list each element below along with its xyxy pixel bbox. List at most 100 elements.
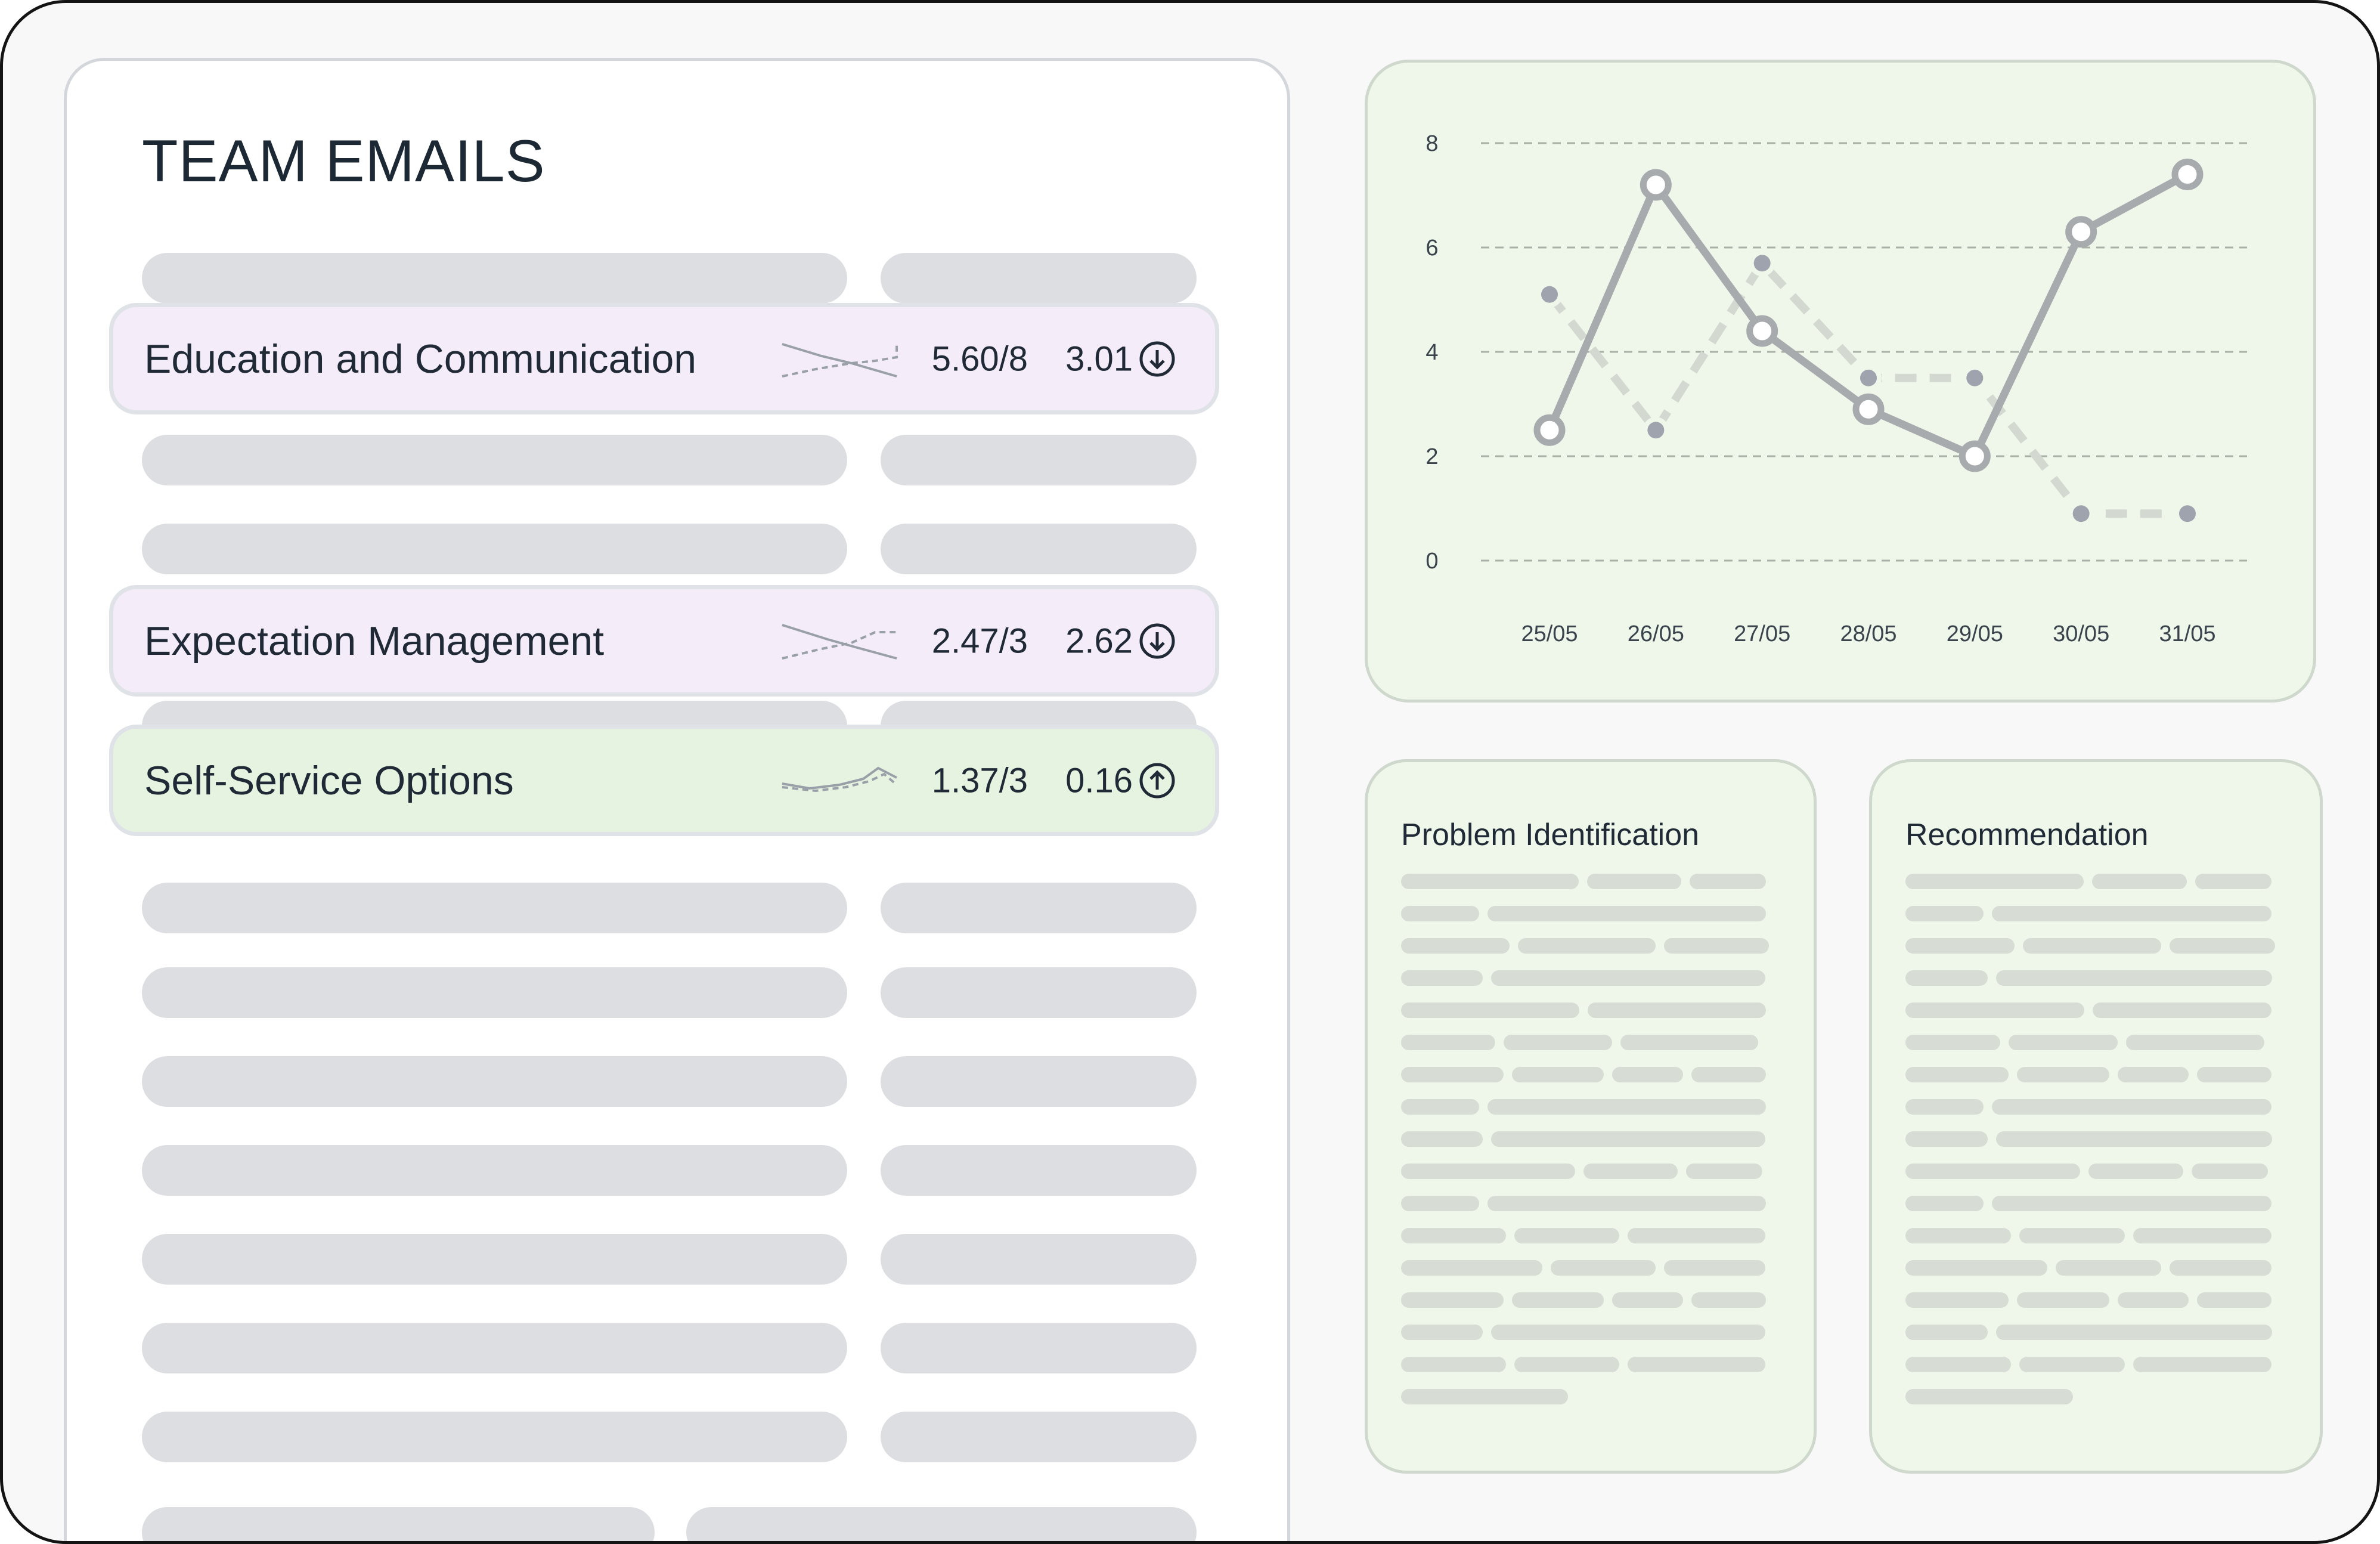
x-tick-label: 25/05 <box>1521 621 1578 646</box>
placeholder-bar <box>881 524 1197 574</box>
placeholder-line <box>1401 1067 1504 1082</box>
recommendation-card: Recommendation <box>1869 759 2323 1474</box>
placeholder-line <box>1992 1196 2271 1211</box>
placeholder-line <box>1401 1131 1483 1147</box>
placeholder-line <box>1401 1002 1579 1018</box>
placeholder-line <box>1401 1035 1495 1050</box>
placeholder-line <box>2133 1357 2271 1372</box>
placeholder-bar <box>881 1056 1197 1107</box>
series-point-solid <box>2171 159 2204 190</box>
placeholder-line <box>1401 874 1579 889</box>
placeholder-line <box>1905 1357 2011 1372</box>
placeholder-line <box>1905 1164 2080 1179</box>
placeholder-line <box>2017 1292 2109 1308</box>
row-label: Education and Communication <box>144 336 697 382</box>
placeholder-line <box>1583 1164 1678 1179</box>
placeholder-line <box>1905 1228 2011 1243</box>
placeholder-line <box>1905 938 2015 954</box>
placeholder-line <box>1488 1196 1766 1211</box>
y-tick-label: 0 <box>1425 549 1438 574</box>
placeholder-line <box>1996 970 2272 986</box>
trend-chart-panel: 0 2 4 6 8 25/05 26/05 27/05 28/05 29/05 30/05 31/05 <box>1365 60 2316 703</box>
placeholder-bar <box>142 1507 655 1541</box>
placeholder-bar <box>881 1412 1197 1462</box>
series-point-dashed <box>2179 505 2196 522</box>
placeholder-bar <box>142 1323 847 1373</box>
sparkline-icon <box>782 623 897 660</box>
placeholder-line <box>1996 1131 2272 1147</box>
placeholder-line <box>2093 1002 2271 1018</box>
placeholder-line <box>1905 1035 2000 1050</box>
placeholder-line <box>1691 1067 1766 1082</box>
placeholder-bar <box>142 1412 847 1462</box>
placeholder-line <box>1504 1035 1612 1050</box>
placeholder-line <box>2118 1067 2189 1082</box>
placeholder-bar <box>142 1234 847 1285</box>
placeholder-line <box>1664 938 1769 954</box>
series-point-solid <box>2065 216 2097 248</box>
placeholder-line <box>1905 1131 1988 1147</box>
placeholder-line <box>1401 1357 1506 1372</box>
placeholder-line <box>1691 1292 1766 1308</box>
email-row-self-service[interactable]: Self-Service Options 1.37/3 0.16 <box>109 725 1219 836</box>
x-tick-label: 30/05 <box>2053 621 2109 646</box>
row-score: 2.47/3 <box>931 621 1028 660</box>
placeholder-bar <box>142 883 847 933</box>
x-tick-label: 29/05 <box>1947 621 2003 646</box>
placeholder-line <box>1905 1260 2047 1276</box>
y-tick-label: 4 <box>1425 340 1438 365</box>
placeholder-line <box>1905 1196 1984 1211</box>
x-tick-label: 26/05 <box>1628 621 1684 646</box>
series-point-dashed <box>1860 369 1877 386</box>
placeholder-line <box>1401 1325 1483 1340</box>
placeholder-line <box>1401 970 1483 986</box>
row-delta: 2.62 <box>1065 621 1133 660</box>
placeholder-bar <box>686 1507 1197 1541</box>
placeholder-line <box>1992 1099 2271 1115</box>
y-tick-label: 8 <box>1425 131 1438 156</box>
card-title: Problem Identification <box>1401 818 1700 852</box>
placeholder-line <box>2056 1260 2161 1276</box>
email-row-expectation[interactable]: Expectation Management 2.47/3 2.62 <box>109 585 1219 697</box>
placeholder-line <box>1905 1325 1988 1340</box>
arrow-up-circle-icon <box>1139 763 1175 798</box>
placeholder-bar <box>142 1145 847 1196</box>
placeholder-line <box>1686 1164 1762 1179</box>
placeholder-line <box>1491 1131 1765 1147</box>
placeholder-line <box>1488 906 1766 921</box>
placeholder-line <box>2197 1067 2271 1082</box>
placeholder-bar <box>881 883 1197 933</box>
placeholder-bar <box>881 1323 1197 1373</box>
placeholder-bar <box>142 967 847 1018</box>
placeholder-bar <box>881 967 1197 1018</box>
placeholder-line <box>1491 970 1765 986</box>
placeholder-line <box>2023 938 2161 954</box>
row-delta: 3.01 <box>1065 339 1133 378</box>
placeholder-line <box>1905 906 1984 921</box>
placeholder-bar <box>142 524 847 574</box>
placeholder-line <box>1905 1067 2009 1082</box>
placeholder-line <box>1401 1099 1479 1115</box>
page-title: TEAM EMAILS <box>142 128 546 194</box>
placeholder-bar <box>881 435 1197 485</box>
placeholder-line <box>1401 1228 1506 1243</box>
placeholder-line <box>1612 1292 1683 1308</box>
series-point-dashed <box>1753 255 1771 272</box>
placeholder-line <box>1620 1035 1758 1050</box>
problem-identification-card: Problem Identification <box>1365 759 1817 1474</box>
x-tick-label: 28/05 <box>1840 621 1896 646</box>
email-row-education[interactable]: Education and Communication 5.60/8 3.01 <box>109 303 1219 414</box>
placeholder-line <box>1992 906 2271 921</box>
placeholder-line <box>1628 1357 1765 1372</box>
placeholder-line <box>1512 1292 1604 1308</box>
placeholder-line <box>1905 874 2084 889</box>
placeholder-line <box>2019 1228 2125 1243</box>
series-point-solid <box>1958 440 1991 472</box>
series-point-solid <box>1852 393 1885 425</box>
placeholder-line <box>1401 906 1479 921</box>
placeholder-line <box>2170 938 2275 954</box>
series-point-dashed <box>1541 286 1558 303</box>
y-tick-label: 6 <box>1425 236 1438 261</box>
placeholder-line <box>1401 1196 1479 1211</box>
